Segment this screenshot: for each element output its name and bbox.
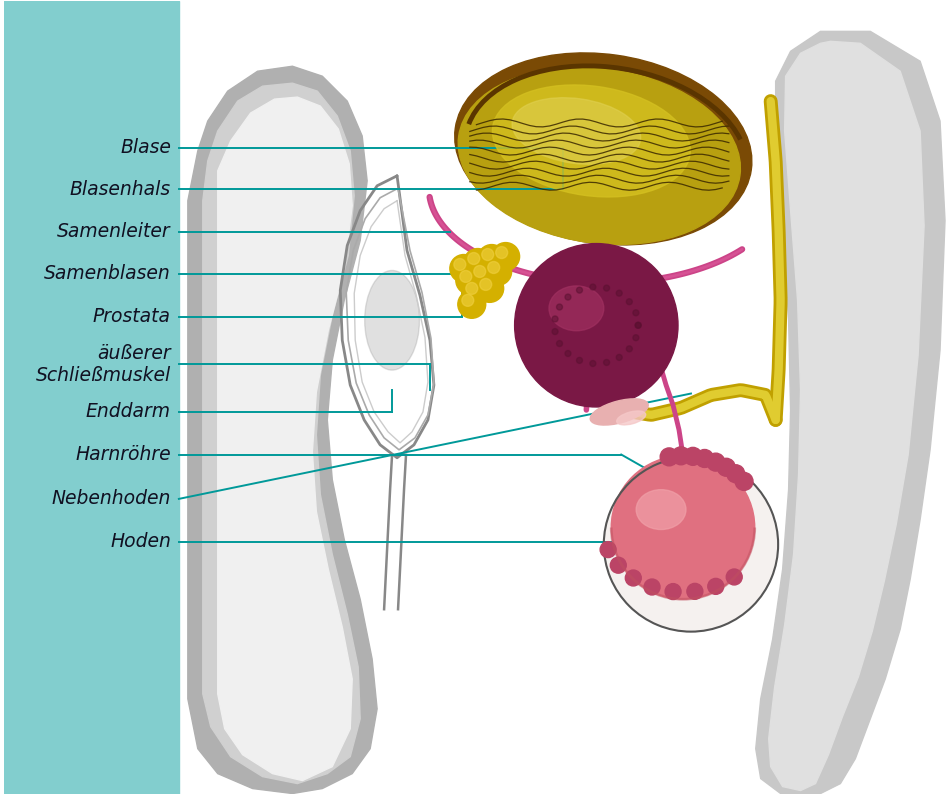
Circle shape xyxy=(604,285,609,291)
Circle shape xyxy=(635,322,641,328)
Circle shape xyxy=(635,322,641,328)
Circle shape xyxy=(460,270,472,282)
Circle shape xyxy=(626,299,632,304)
Ellipse shape xyxy=(365,270,420,370)
Circle shape xyxy=(456,266,484,294)
Circle shape xyxy=(625,570,642,586)
Ellipse shape xyxy=(458,68,741,244)
Circle shape xyxy=(633,310,639,316)
Circle shape xyxy=(458,290,486,318)
Circle shape xyxy=(726,465,744,483)
Circle shape xyxy=(557,340,563,347)
Circle shape xyxy=(626,346,632,352)
Circle shape xyxy=(684,448,702,465)
Circle shape xyxy=(565,294,571,300)
Circle shape xyxy=(552,316,558,322)
Circle shape xyxy=(735,472,753,491)
Circle shape xyxy=(491,242,520,270)
Ellipse shape xyxy=(549,286,604,331)
Circle shape xyxy=(665,584,681,599)
Circle shape xyxy=(487,262,500,273)
Circle shape xyxy=(717,458,735,476)
Circle shape xyxy=(687,584,703,599)
Ellipse shape xyxy=(636,490,686,529)
Circle shape xyxy=(482,249,494,261)
Circle shape xyxy=(616,355,623,360)
Circle shape xyxy=(565,351,571,356)
Circle shape xyxy=(476,274,504,302)
Circle shape xyxy=(726,569,743,585)
Circle shape xyxy=(610,557,626,573)
Circle shape xyxy=(604,359,609,366)
Ellipse shape xyxy=(590,399,648,425)
Circle shape xyxy=(484,258,511,285)
Ellipse shape xyxy=(492,85,690,197)
Text: Nebenhoden: Nebenhoden xyxy=(51,490,171,508)
Circle shape xyxy=(707,579,724,595)
Circle shape xyxy=(474,266,486,277)
Circle shape xyxy=(466,282,478,294)
Circle shape xyxy=(611,456,755,599)
Circle shape xyxy=(616,290,623,297)
Text: Enddarm: Enddarm xyxy=(86,402,171,421)
Ellipse shape xyxy=(512,98,641,165)
Circle shape xyxy=(672,447,690,465)
Ellipse shape xyxy=(604,457,778,632)
Text: Hoden: Hoden xyxy=(110,532,171,551)
Circle shape xyxy=(469,262,498,289)
Circle shape xyxy=(552,328,558,335)
Circle shape xyxy=(450,254,478,282)
Circle shape xyxy=(660,448,678,466)
Text: Prostata: Prostata xyxy=(93,307,171,326)
Polygon shape xyxy=(756,31,945,793)
Circle shape xyxy=(454,258,466,270)
Circle shape xyxy=(600,541,616,557)
Circle shape xyxy=(557,304,563,310)
Polygon shape xyxy=(218,97,352,781)
Circle shape xyxy=(515,243,678,407)
Ellipse shape xyxy=(617,411,645,425)
Circle shape xyxy=(590,284,596,290)
Circle shape xyxy=(467,253,480,265)
Circle shape xyxy=(464,249,491,277)
Circle shape xyxy=(462,278,489,306)
Circle shape xyxy=(478,245,506,273)
Circle shape xyxy=(696,449,714,467)
Circle shape xyxy=(645,579,660,595)
Text: Schließmuskel: Schließmuskel xyxy=(35,366,171,385)
Ellipse shape xyxy=(455,53,752,245)
Circle shape xyxy=(577,358,583,363)
Text: Harnröhre: Harnröhre xyxy=(75,445,171,464)
Bar xyxy=(4,2,179,793)
Circle shape xyxy=(590,360,596,366)
Circle shape xyxy=(462,294,474,306)
Circle shape xyxy=(480,278,491,290)
Polygon shape xyxy=(768,41,924,790)
Polygon shape xyxy=(188,66,377,793)
Circle shape xyxy=(706,453,724,471)
Text: äußerer: äußerer xyxy=(97,344,171,363)
Polygon shape xyxy=(203,83,360,784)
Circle shape xyxy=(577,287,583,293)
Text: Samenblasen: Samenblasen xyxy=(44,265,171,284)
Text: Samenleiter: Samenleiter xyxy=(57,223,171,242)
Text: Blase: Blase xyxy=(120,138,171,157)
Circle shape xyxy=(633,335,639,341)
Circle shape xyxy=(496,246,507,258)
Text: Blasenhals: Blasenhals xyxy=(69,180,171,199)
